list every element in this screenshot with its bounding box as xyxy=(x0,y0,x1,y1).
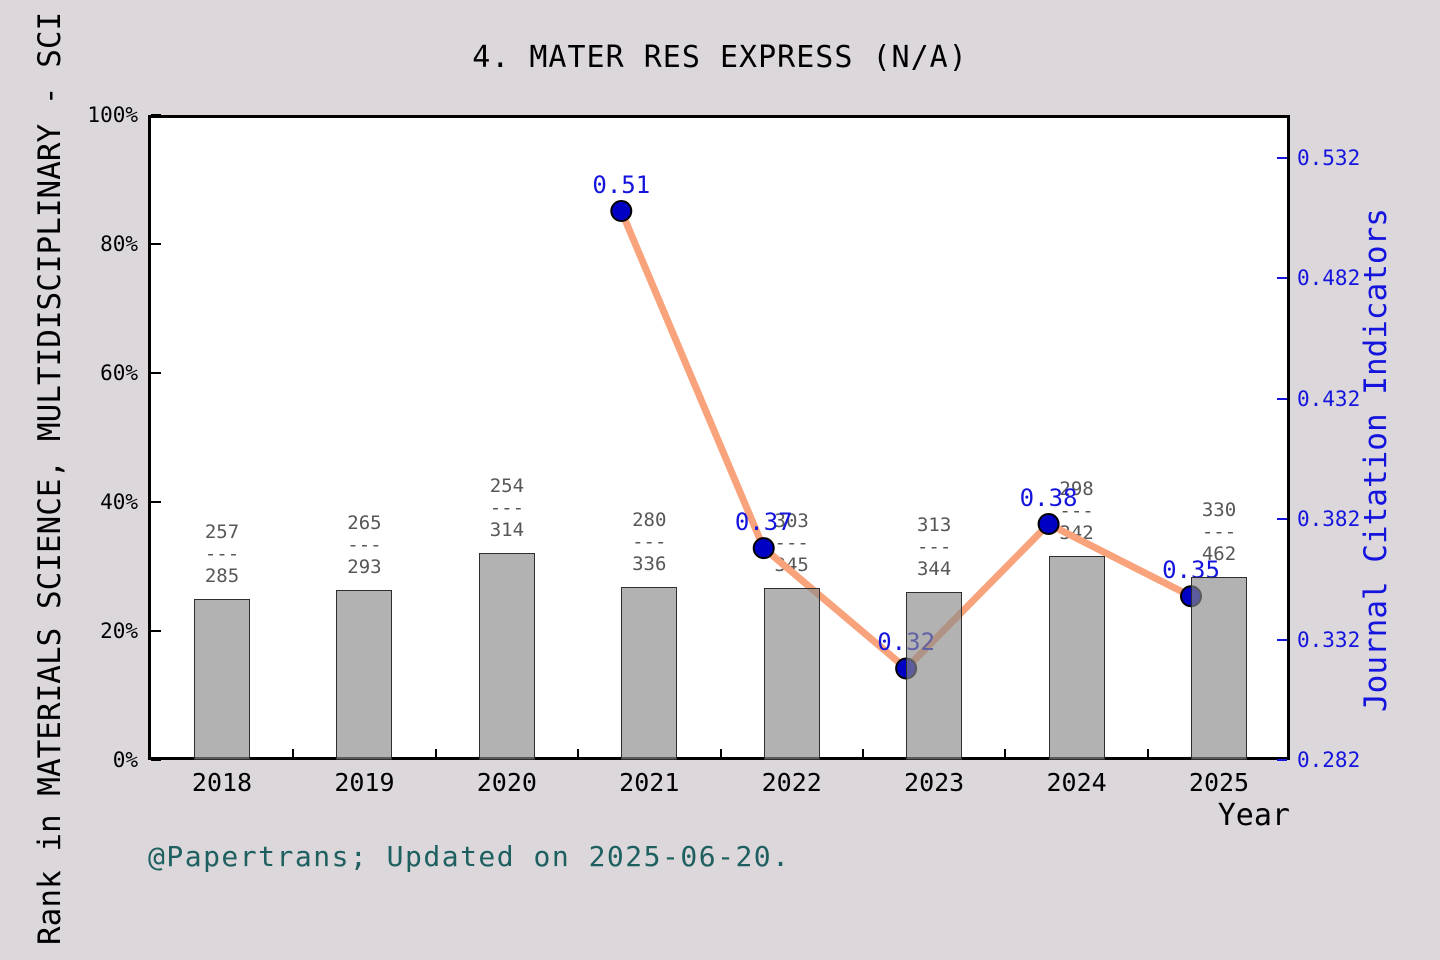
rank-fraction-2019: 265 --- 293 xyxy=(347,511,382,578)
x-tick-label-2020: 2020 xyxy=(476,768,537,797)
bar-2023 xyxy=(906,592,963,760)
bar-2018 xyxy=(194,598,250,760)
right-tick-mark xyxy=(1277,397,1287,400)
x-minor-tick-mark xyxy=(1146,749,1149,757)
x-minor-tick-mark xyxy=(719,749,722,757)
right-tick-label: 0.382 xyxy=(1297,507,1361,532)
right-tick-label: 0.432 xyxy=(1297,386,1361,411)
left-tick-label: 0% xyxy=(112,748,138,772)
bar-2025 xyxy=(1191,576,1247,760)
jci-marker-2024 xyxy=(1037,513,1060,536)
x-tick-label-2024: 2024 xyxy=(1046,768,1107,797)
x-minor-tick-mark xyxy=(292,749,295,757)
left-tick-mark xyxy=(151,114,161,116)
jci-marker-2022 xyxy=(752,537,775,560)
x-tick-label-2023: 2023 xyxy=(904,768,965,797)
left-tick-mark xyxy=(151,630,161,632)
left-axis-label: Rank in MATERIALS SCIENCE, MULTIDISCIPLI… xyxy=(32,11,68,945)
left-tick-label: 40% xyxy=(100,490,138,514)
bar-2021 xyxy=(621,587,678,760)
rank-fraction-2021: 280 --- 336 xyxy=(632,509,667,576)
left-tick-label: 20% xyxy=(100,619,138,643)
bar-2020 xyxy=(478,552,535,760)
x-tick-label-2021: 2021 xyxy=(619,768,680,797)
left-tick-mark xyxy=(151,372,161,374)
rank-fraction-2018: 257 --- 285 xyxy=(204,520,240,587)
bar-2024 xyxy=(1048,556,1105,760)
footer-note: @Papertrans; Updated on 2025-06-20. xyxy=(148,840,791,873)
left-tick-mark xyxy=(151,243,161,245)
bar-2019 xyxy=(336,589,393,760)
left-tick-label: 100% xyxy=(87,103,138,127)
right-tick-mark xyxy=(1277,638,1287,641)
rank-fraction-2022: 303 --- 345 xyxy=(774,509,809,576)
right-tick-label: 0.482 xyxy=(1297,266,1361,291)
bar-2022 xyxy=(763,587,820,760)
rank-fraction-2023: 313 --- 344 xyxy=(916,514,952,581)
bar-layer xyxy=(148,115,1290,760)
x-minor-tick-mark xyxy=(861,749,864,757)
left-tick-mark xyxy=(151,501,161,503)
right-tick-mark xyxy=(1277,759,1287,761)
jci-value-label-2022: 0.37 xyxy=(734,508,793,537)
right-tick-label: 0.332 xyxy=(1297,627,1361,652)
jci-value-label-2024: 0.38 xyxy=(1019,484,1078,513)
rank-fraction-2025: 330 --- 462 xyxy=(1201,498,1237,565)
x-tick-label-2019: 2019 xyxy=(334,768,395,797)
jci-value-label-2021: 0.51 xyxy=(592,170,651,199)
x-tick-label-2022: 2022 xyxy=(761,768,822,797)
x-minor-tick-mark xyxy=(577,749,580,757)
rank-fraction-layer: 257 --- 285 265 --- 293 254 --- 314 280 ---… xyxy=(148,115,1290,760)
right-tick-label: 0.532 xyxy=(1297,146,1361,170)
rank-fraction-2024: 298 --- 342 xyxy=(1059,478,1094,545)
chart-title: 4. MATER RES EXPRESS (N/A) xyxy=(472,40,968,75)
x-minor-tick-mark xyxy=(434,749,437,757)
x-axis-label: Year xyxy=(1217,798,1290,833)
jci-line-layer xyxy=(148,115,1290,760)
right-axis-label: Journal Citation Indicators xyxy=(1358,208,1394,712)
x-tick-label-2018: 2018 xyxy=(191,768,253,797)
jci-line-svg xyxy=(610,199,1203,680)
rank-fraction-2020: 254 --- 314 xyxy=(489,474,525,541)
right-tick-mark xyxy=(1277,277,1287,280)
right-tick-mark xyxy=(1277,518,1287,521)
right-tick-mark xyxy=(1277,157,1287,159)
left-tick-label: 60% xyxy=(100,361,138,385)
x-tick-label-2025: 2025 xyxy=(1188,768,1250,797)
left-tick-label: 80% xyxy=(100,232,138,256)
x-minor-tick-mark xyxy=(1004,749,1007,757)
left-tick-mark xyxy=(151,759,161,761)
jci-marker-2021 xyxy=(610,199,633,222)
right-tick-label: 0.282 xyxy=(1297,748,1361,772)
